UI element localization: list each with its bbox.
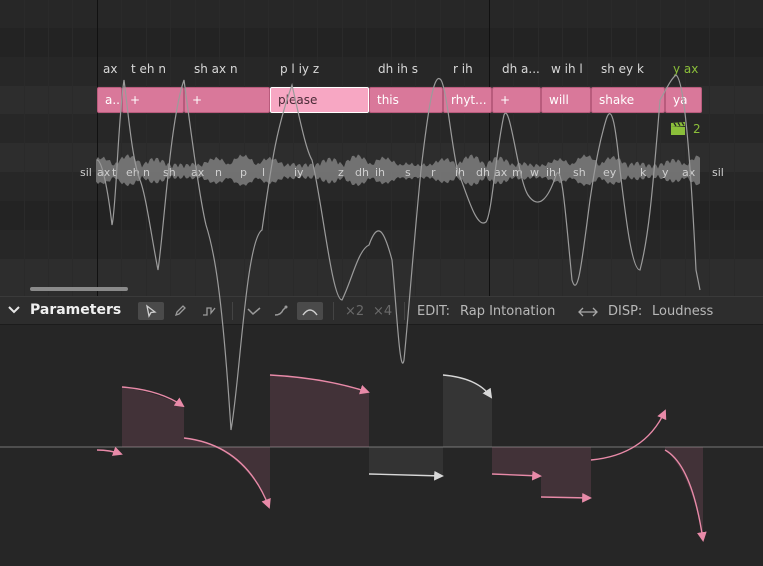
phoneme-timing-label: ih <box>375 166 386 179</box>
edit-parameter-select[interactable]: Rap Intonation <box>460 304 556 319</box>
phoneme-timing-label: l <box>262 166 266 179</box>
phoneme-timing-label: y <box>662 166 669 179</box>
multiply-x2-button[interactable]: ×2 <box>345 304 365 319</box>
phoneme-timing-label: l <box>558 166 562 179</box>
pen-tool-icon <box>174 305 186 317</box>
vibrato-tool-button[interactable] <box>241 302 267 320</box>
line-tool-button[interactable] <box>196 302 222 320</box>
phoneme-label[interactable]: y ax <box>673 62 699 76</box>
audio-waveform <box>96 154 700 187</box>
phoneme-label[interactable]: sh ey k <box>601 62 644 76</box>
phoneme-timing-label: z <box>338 166 344 179</box>
phoneme-row: ax t eh n sh ax n p l iy z dh ih s r ih … <box>0 62 763 82</box>
note-block[interactable]: shake <box>591 87 665 113</box>
phoneme-label[interactable]: dh a... <box>502 62 540 76</box>
phoneme-timing-label: eh <box>126 166 140 179</box>
phoneme-label[interactable]: t eh n <box>131 62 166 76</box>
phoneme-timing-label: w <box>530 166 539 179</box>
note-block[interactable]: will <box>541 87 591 113</box>
phoneme-timing-label: r <box>431 166 436 179</box>
phoneme-label[interactable]: w ih l <box>551 62 583 76</box>
note-block[interactable]: a... <box>97 87 122 113</box>
note-block[interactable]: + <box>184 87 270 113</box>
parameter-lanes <box>0 446 763 448</box>
phoneme-label[interactable]: ax <box>103 62 118 76</box>
take-count: 2 <box>693 122 701 136</box>
line-tool-icon <box>203 307 216 316</box>
pointer-tool-button[interactable] <box>138 302 164 320</box>
phoneme-label[interactable]: dh ih s <box>378 62 419 76</box>
phoneme-timing-label: t <box>112 166 117 179</box>
phoneme-timing-label: k <box>640 166 647 179</box>
swap-arrows-icon[interactable] <box>578 306 598 318</box>
phoneme-timing-label: sil <box>80 166 92 179</box>
note-block[interactable]: ya <box>665 87 702 113</box>
phoneme-timing-label: p <box>240 166 247 179</box>
phoneme-timing-label: ih <box>455 166 466 179</box>
pen-tool-button[interactable] <box>167 302 193 320</box>
phoneme-timing-label: ax <box>97 166 111 179</box>
note-block[interactable]: + <box>122 87 184 113</box>
note-block[interactable]: this <box>369 87 443 113</box>
note-block[interactable]: rhyt... <box>443 87 492 113</box>
chevron-down-icon[interactable] <box>7 303 21 317</box>
parameters-toolbar: Parameters ×2 ×4 EDIT: Rap Intonation DI… <box>0 296 763 325</box>
curve-up-icon <box>274 305 288 316</box>
phoneme-timing-label: iy <box>294 166 304 179</box>
edit-label: EDIT: <box>417 304 450 319</box>
phoneme-timing-label: m <box>512 166 523 179</box>
phoneme-timing-label: ih <box>546 166 557 179</box>
phoneme-label[interactable]: p l iy z <box>280 62 320 76</box>
vibrato-down-icon <box>247 307 261 316</box>
curve-arc-icon <box>302 309 318 316</box>
phoneme-timing-label: sil <box>712 166 724 179</box>
parameters-title: Parameters <box>30 302 122 318</box>
phoneme-timing-label: n <box>143 166 150 179</box>
note-block[interactable]: + <box>492 87 541 113</box>
pointer-tool-icon <box>146 304 157 318</box>
phoneme-timing-label: dh <box>355 166 369 179</box>
disp-label: DISP: <box>608 304 643 319</box>
phoneme-timing-label: ax <box>682 166 696 179</box>
phoneme-timing-label: ey <box>603 166 617 179</box>
horizontal-scrollbar[interactable] <box>30 287 128 291</box>
display-parameter-select[interactable]: Loudness <box>652 304 714 319</box>
phoneme-timing-label: ax <box>494 166 508 179</box>
phoneme-timing-label: dh <box>476 166 490 179</box>
phoneme-timing-label: sh <box>573 166 586 179</box>
curve-arc-tool-button[interactable] <box>297 302 323 320</box>
note-block-selected[interactable]: please <box>270 87 369 113</box>
curve-up-tool-button[interactable] <box>268 302 294 320</box>
phoneme-label[interactable]: r ih <box>453 62 473 76</box>
parameter-editor-area[interactable] <box>0 325 763 566</box>
phoneme-timing-label: s <box>405 166 411 179</box>
phoneme-timing-label: n <box>215 166 222 179</box>
clapperboard-icon <box>671 122 685 135</box>
multiply-x4-button[interactable]: ×4 <box>373 304 393 319</box>
phoneme-label[interactable]: sh ax n <box>194 62 238 76</box>
phoneme-timing-label: ax <box>191 166 205 179</box>
phoneme-timing-label: sh <box>163 166 176 179</box>
